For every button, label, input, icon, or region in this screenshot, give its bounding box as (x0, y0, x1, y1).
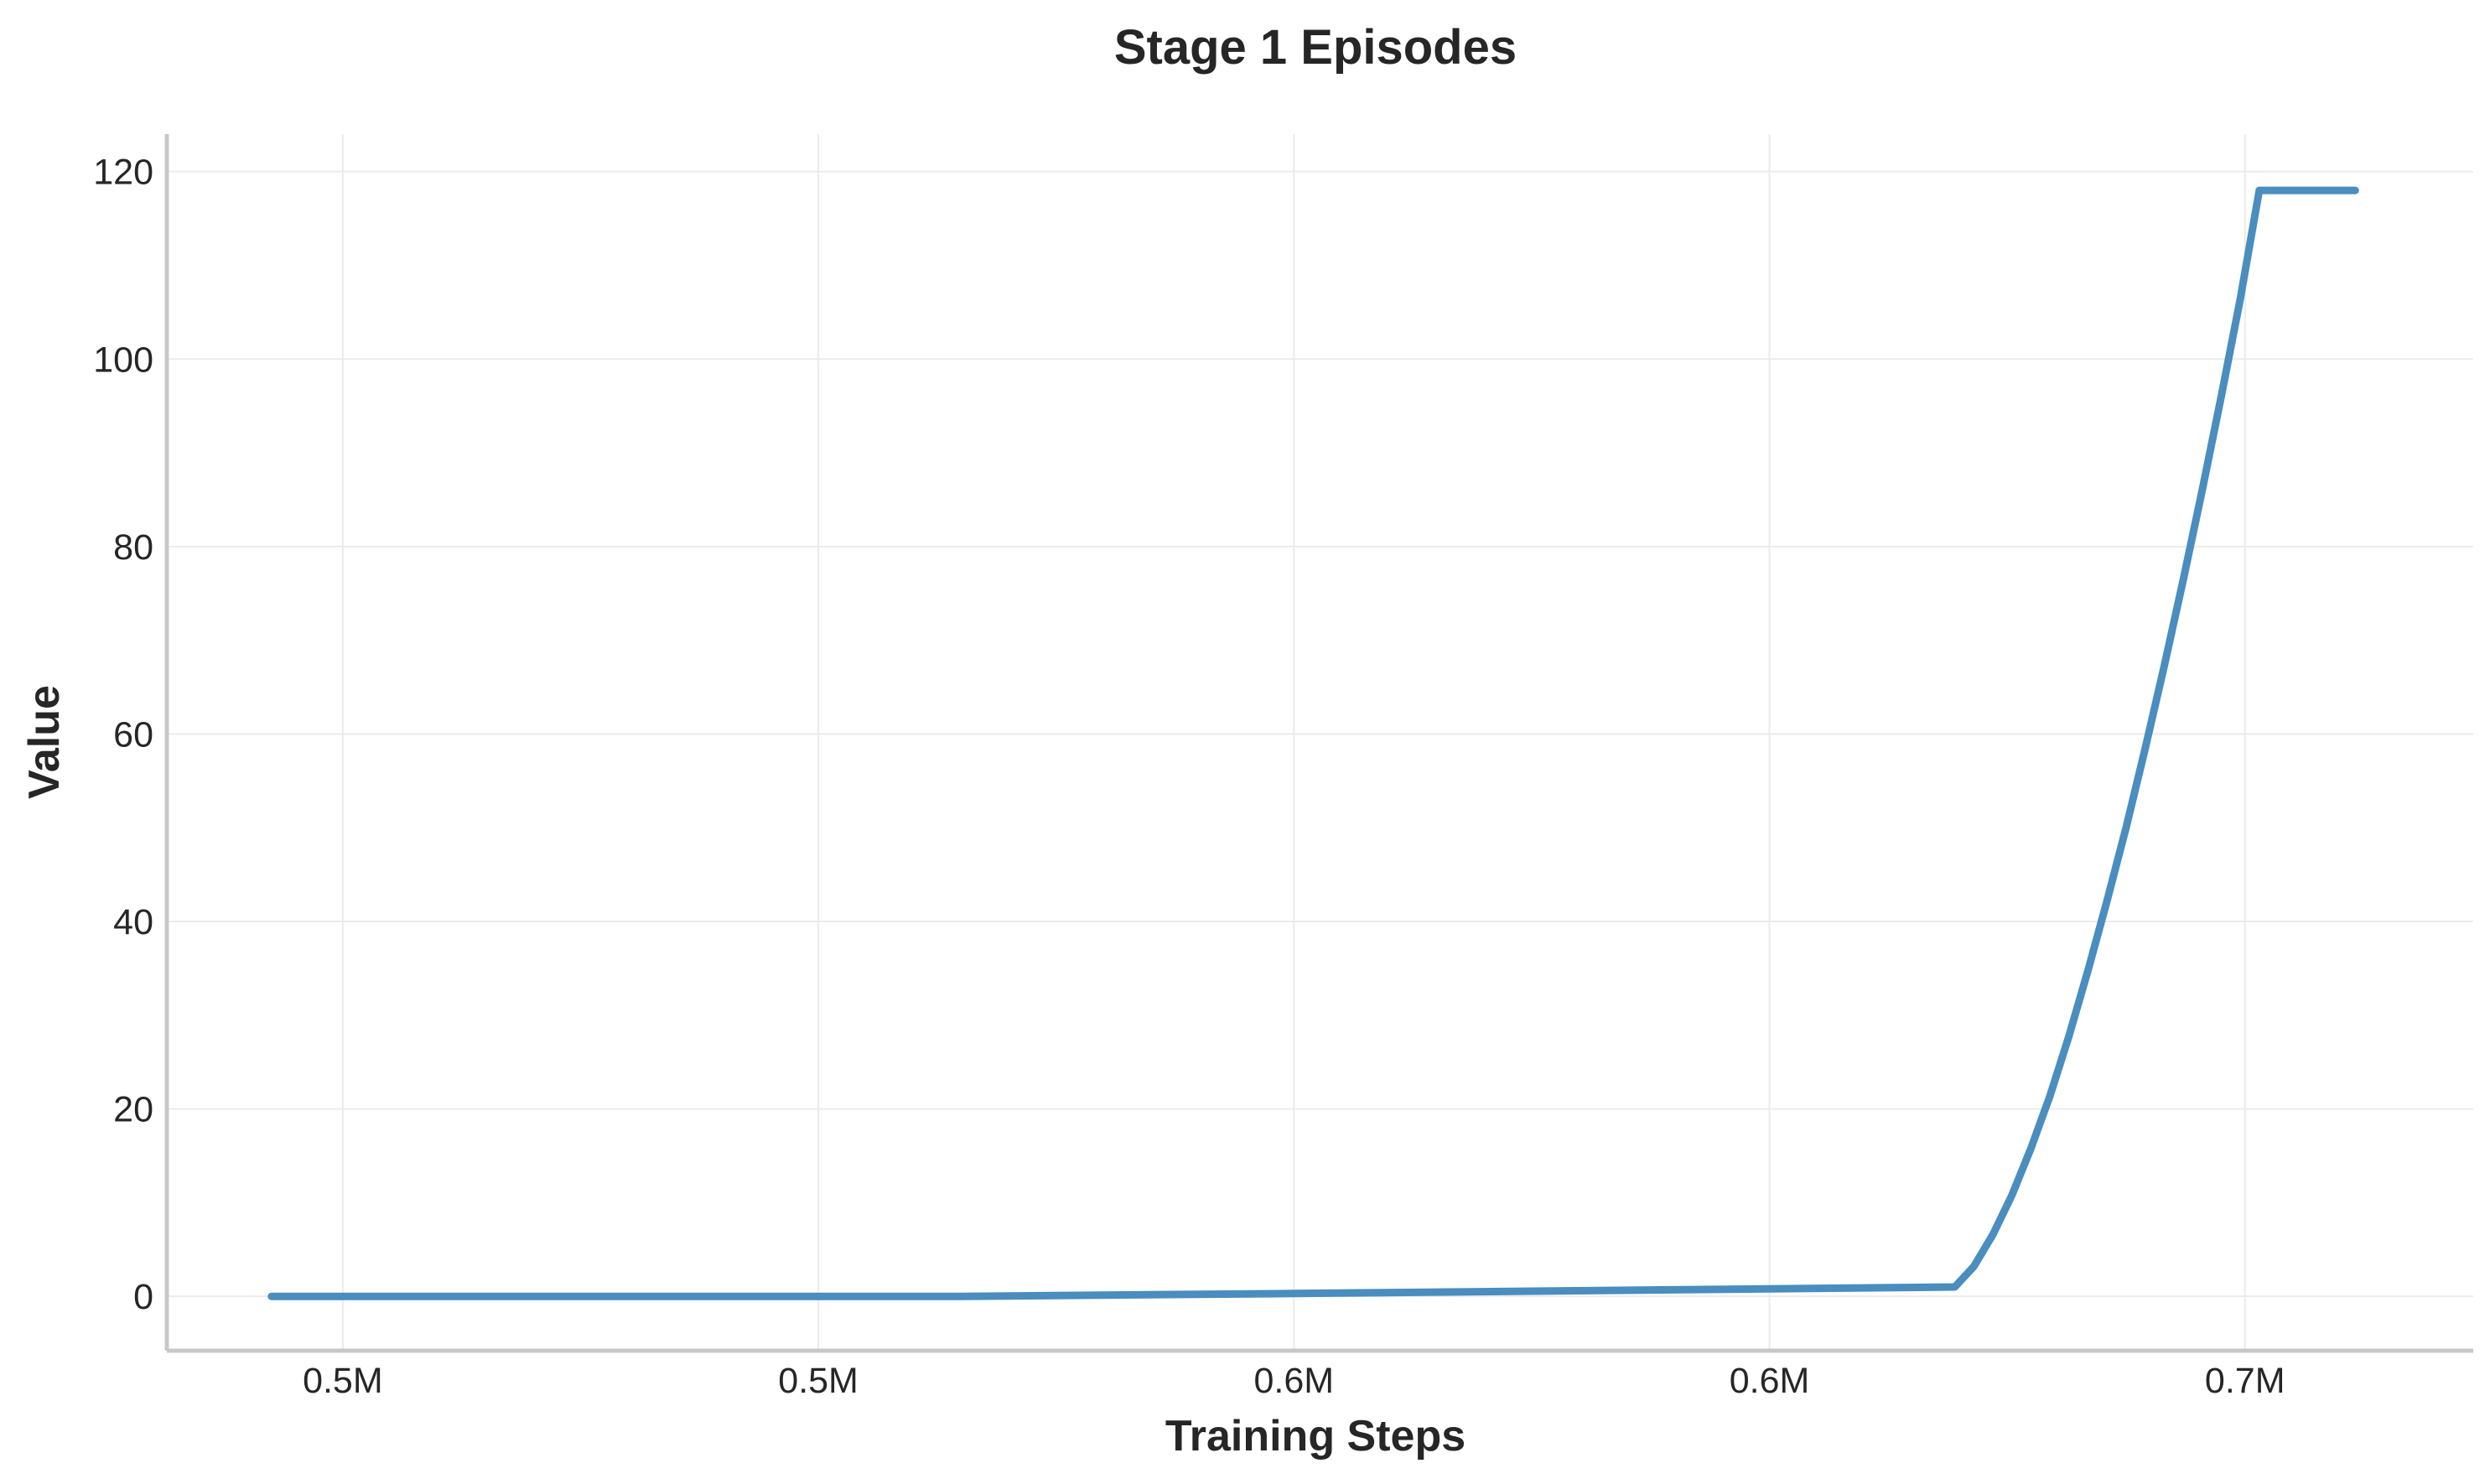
y-tick-label: 100 (93, 340, 153, 380)
x-tick-label: 0.5M (778, 1361, 859, 1401)
y-tick-labels: 0 20 40 60 80 100 120 (93, 153, 153, 1317)
series-layer (267, 186, 2359, 1300)
chart-title: Stage 1 Episodes (1114, 20, 1517, 75)
y-tick-label: 80 (113, 527, 153, 568)
y-tick-label: 60 (113, 714, 153, 755)
x-tick-label: 0.6M (1730, 1361, 1810, 1401)
y-tick-label: 20 (113, 1090, 153, 1130)
grid (167, 134, 2473, 1351)
x-tick-label: 0.6M (1253, 1361, 1334, 1401)
y-tick-label: 40 (113, 902, 153, 942)
x-tick-label: 0.5M (303, 1361, 383, 1401)
y-tick-label: 120 (93, 153, 153, 193)
series-line-1 (267, 186, 2359, 1300)
y-axis-label: Value (20, 685, 69, 799)
x-axis-label: Training Steps (1165, 1412, 1465, 1461)
x-tick-label: 0.7M (2205, 1361, 2285, 1401)
y-tick-label: 0 (133, 1277, 153, 1317)
x-tick-labels: 0.5M 0.5M 0.6M 0.6M 0.7M (303, 1361, 2285, 1401)
